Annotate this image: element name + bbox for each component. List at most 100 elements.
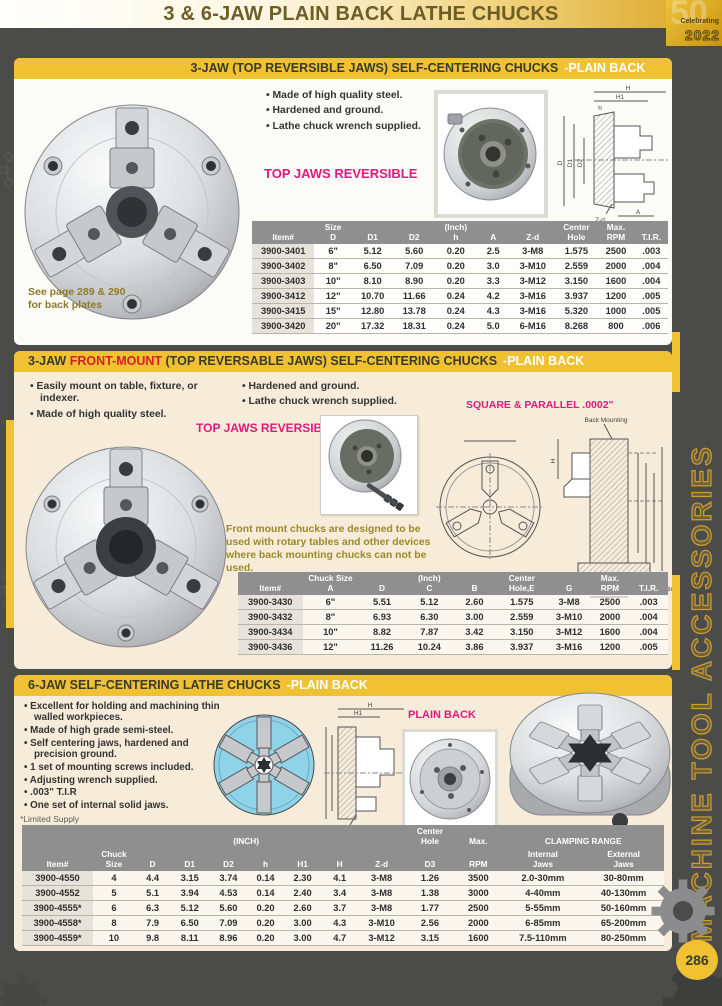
table-cell: 5.12 [351, 244, 394, 260]
table-cell: .004 [629, 624, 668, 641]
table-row: 3900-3430 6" 5.51 5.12 2.60 1.575 3-M8 2500.003 [238, 595, 668, 611]
section1-title: 3-JAW (TOP REVERSIBLE JAWS) SELF-CENTERI… [190, 61, 559, 75]
group-clamping-range-header: CLAMPING RANGE [502, 825, 664, 849]
table-cell: 2.30 [283, 871, 322, 887]
chuck-photo-3jaw-front [24, 104, 240, 320]
table-cell: 6 [92, 900, 135, 917]
section2-title-prefix: 3-JAW [28, 354, 70, 368]
side-tab [672, 332, 680, 392]
table-cell: 6-85mm [502, 915, 584, 932]
table-cell: 3-M8 [509, 244, 556, 260]
section3-table: (INCH) Center Hole Max. CLAMPING RANGE I… [22, 825, 664, 947]
table-cell: 2000 [454, 915, 503, 932]
column-header: Size D [314, 221, 352, 245]
table-cell: 0.14 [247, 885, 284, 902]
table-cell: 800 [597, 318, 635, 335]
table-cell: 2500 [597, 244, 635, 260]
table-cell: 3.0 [476, 258, 510, 275]
table-cell: 2.5 [476, 244, 510, 260]
table-cell: 5.51 [358, 595, 406, 611]
page-header-band: 3 & 6-JAW PLAIN BACK LATHE CHUCKS [0, 0, 722, 28]
table-cell: 5.0 [476, 318, 510, 335]
column-header: A [476, 221, 510, 245]
column-header: D1 [351, 221, 394, 245]
column-header: Max. RPM [597, 221, 635, 245]
table-cell: 8" [314, 258, 352, 275]
table-cell: 3.74 [209, 871, 248, 887]
table-cell: 3-M8 [547, 595, 591, 611]
table-cell: 11.26 [358, 639, 406, 656]
table-cell: 3-M10 [357, 915, 406, 932]
top-jaws-reversible-label: TOP JAWS REVERSIBLE [196, 421, 338, 435]
bullet-item: One set of internal solid jaws. [24, 800, 224, 811]
side-tab [672, 575, 680, 670]
bullet-item: Excellent for holding and machining thin… [24, 701, 224, 724]
table-cell: 4.3 [321, 915, 358, 932]
table-cell: 1.26 [405, 871, 455, 887]
table-cell: 3900-3402 [252, 258, 315, 275]
table-cell: 2.56 [405, 915, 455, 932]
table-cell: 5.12 [405, 595, 453, 611]
table-row: 3900-3403 10" 8.10 8.90 0.20 3.3 3-M12 3.150 160… [252, 273, 668, 290]
see-page-line1: See page 289 & 290 [28, 286, 126, 298]
section3-table-body: 3900-4550 4 4.4 3.15 3.74 0.14 2.30 4.1 3-M8 1.26… [22, 871, 664, 947]
section3-title-suffix: -PLAIN BACK [286, 678, 368, 692]
side-tab [6, 420, 14, 628]
table-cell: 3-M12 [547, 624, 591, 641]
table-cell: 50-160mm [583, 900, 664, 917]
table-cell: 8.82 [358, 624, 406, 641]
dim-label: D [557, 160, 564, 165]
bullet-item: Made of high quality steel. [266, 90, 481, 102]
table-cell: 5.12 [170, 900, 210, 917]
table-cell: 0.20 [435, 273, 477, 290]
table-cell: 3900-4555* [22, 900, 93, 917]
table-cell: .005 [634, 288, 668, 305]
table-cell: 0.20 [435, 244, 477, 260]
section-3jaw-plain-back: 3-JAW (TOP REVERSIBLE JAWS) SELF-CENTERI… [14, 58, 672, 345]
table-cell: 7.9 [134, 915, 171, 932]
table-cell: 0.24 [435, 318, 477, 335]
table-cell: 65-200mm [583, 915, 664, 932]
back-mounting-label: Back Mounting [585, 417, 628, 424]
table-cell: .005 [629, 639, 668, 656]
bullet-item: .003" T.I.R [24, 787, 224, 798]
section2-title-highlight: FRONT-MOUNT [69, 354, 163, 368]
table-cell: 5.60 [393, 244, 436, 260]
badge-50-text: 50 [670, 0, 708, 32]
column-header: Z-d [509, 221, 556, 245]
table-cell: 2.60 [452, 595, 496, 611]
table-cell: 3.937 [495, 639, 548, 656]
table-cell: 30-80mm [583, 871, 664, 887]
table-cell: 10.70 [351, 288, 394, 305]
table-cell: 3-M16 [509, 288, 556, 305]
table-cell: 3-M10 [509, 258, 556, 275]
section1-table-body: 3900-3401 6" 5.12 5.60 0.20 2.5 3-M8 1.575 2500.… [252, 244, 668, 335]
section1-table: Item# Size D D1 D2 (Inch) h A Z-d Center Hole Ma… [252, 221, 668, 335]
table-cell: 12" [302, 639, 359, 656]
front-mount-note: Front mount chucks are designed to be us… [226, 524, 431, 574]
table-cell: 0.20 [247, 900, 284, 917]
table-cell: 10" [302, 624, 359, 641]
table-cell: 1200 [597, 288, 635, 305]
table-cell: 3500 [454, 871, 503, 887]
dim-label: H1 [354, 710, 363, 717]
column-header: Z-d [357, 848, 406, 872]
table-cell: 3.15 [405, 930, 455, 947]
section1-header-bar: 3-JAW (TOP REVERSIBLE JAWS) SELF-CENTERI… [14, 58, 672, 79]
column-header: Chuck Size A [302, 572, 359, 596]
table-cell: 0.24 [435, 288, 477, 305]
table-cell: 3.00 [283, 930, 322, 947]
cross-section-drawing-6jaw: H H1 Z-d [324, 702, 408, 831]
table-cell: 12.80 [351, 303, 394, 320]
table-cell: .004 [634, 273, 668, 290]
column-header: Max. RPM [590, 572, 630, 596]
badge-celebrating-text: Celebrating [680, 18, 719, 25]
table-cell: 4.2 [476, 288, 510, 305]
table-row: 3900-3432 8" 6.93 6.30 3.00 2.559 3-M10 2000.00… [238, 609, 668, 626]
group-center-hole-header: Center Hole [405, 825, 455, 849]
bullet-item: Easily mount on table, fixture, or index… [30, 381, 235, 406]
table-cell: 5-55mm [502, 900, 584, 917]
table-cell: 3900-3412 [252, 288, 315, 305]
bullet-item: Hardened and ground. [266, 105, 481, 117]
